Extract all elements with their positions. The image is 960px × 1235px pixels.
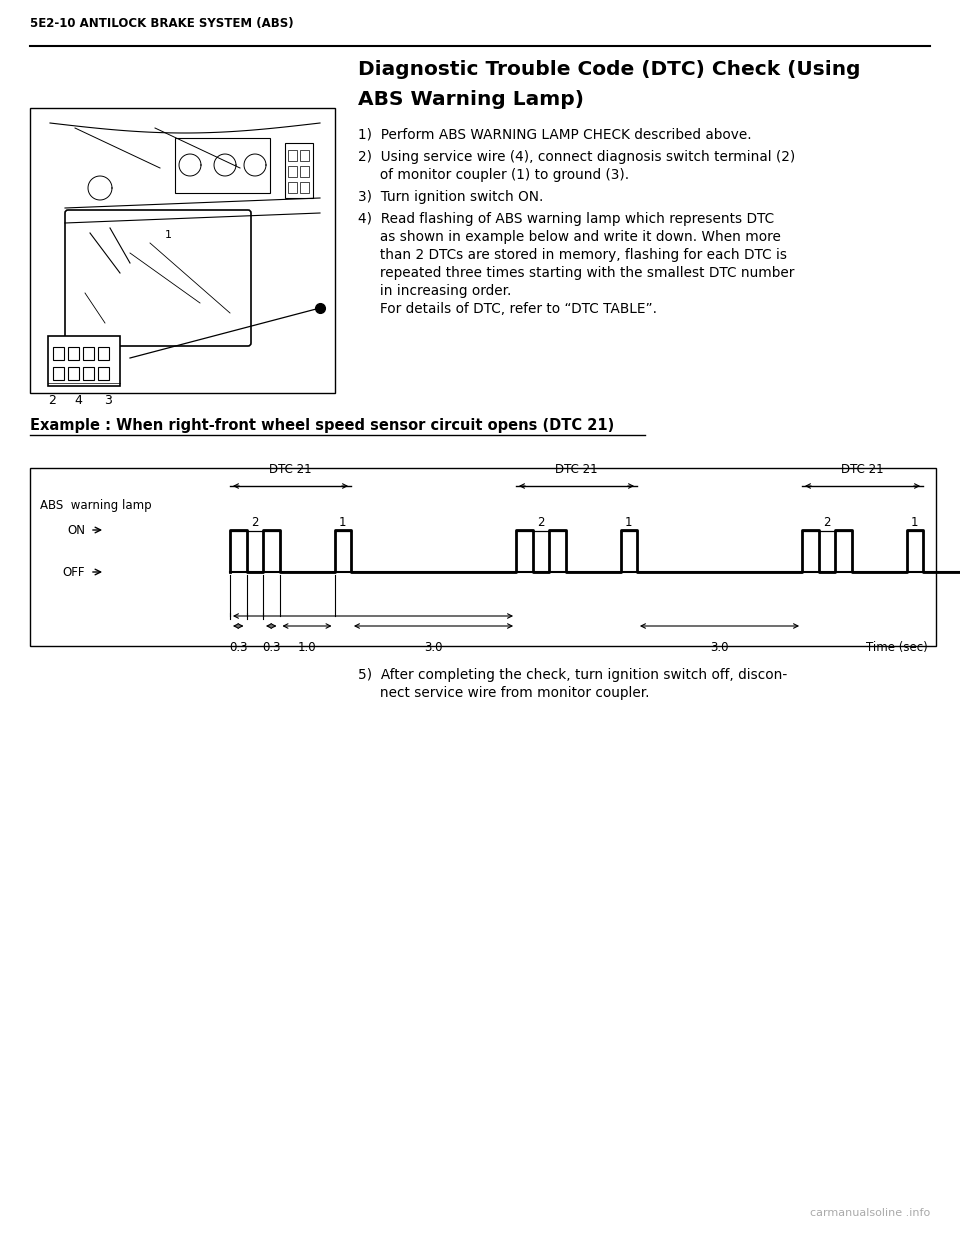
Text: 2: 2 xyxy=(823,516,830,530)
Text: 0.3: 0.3 xyxy=(262,641,280,655)
FancyBboxPatch shape xyxy=(48,336,120,387)
Text: Time (sec): Time (sec) xyxy=(866,641,928,655)
Text: 1: 1 xyxy=(164,230,172,240)
FancyBboxPatch shape xyxy=(300,182,309,193)
Text: ABS Warning Lamp): ABS Warning Lamp) xyxy=(358,90,584,109)
FancyBboxPatch shape xyxy=(65,210,251,346)
Text: DTC 21: DTC 21 xyxy=(841,463,884,475)
FancyBboxPatch shape xyxy=(300,165,309,177)
Text: than 2 DTCs are stored in memory, flashing for each DTC is: than 2 DTCs are stored in memory, flashi… xyxy=(358,248,787,262)
Text: 1)  Perform ABS WARNING LAMP CHECK described above.: 1) Perform ABS WARNING LAMP CHECK descri… xyxy=(358,128,752,142)
Text: DTC 21: DTC 21 xyxy=(555,463,598,475)
Text: 2: 2 xyxy=(48,394,56,406)
FancyBboxPatch shape xyxy=(30,468,936,646)
Text: in increasing order.: in increasing order. xyxy=(358,284,512,298)
FancyBboxPatch shape xyxy=(68,367,79,380)
FancyBboxPatch shape xyxy=(30,107,335,393)
Text: Diagnostic Trouble Code (DTC) Check (Using: Diagnostic Trouble Code (DTC) Check (Usi… xyxy=(358,61,860,79)
Text: of monitor coupler (1) to ground (3).: of monitor coupler (1) to ground (3). xyxy=(358,168,629,182)
FancyBboxPatch shape xyxy=(288,182,297,193)
Text: 2: 2 xyxy=(537,516,544,530)
Text: 1: 1 xyxy=(625,516,633,530)
Text: 2: 2 xyxy=(251,516,258,530)
FancyBboxPatch shape xyxy=(175,138,270,193)
Text: 0.3: 0.3 xyxy=(229,641,248,655)
Text: 3.0: 3.0 xyxy=(710,641,729,655)
Text: ABS  warning lamp: ABS warning lamp xyxy=(40,499,152,513)
FancyBboxPatch shape xyxy=(53,347,64,359)
Text: 5)  After completing the check, turn ignition switch off, discon-: 5) After completing the check, turn igni… xyxy=(358,668,787,682)
FancyBboxPatch shape xyxy=(288,149,297,161)
Text: 1: 1 xyxy=(911,516,919,530)
Text: Example : When right-front wheel speed sensor circuit opens (DTC 21): Example : When right-front wheel speed s… xyxy=(30,417,614,433)
Text: 4)  Read flashing of ABS warning lamp which represents DTC: 4) Read flashing of ABS warning lamp whi… xyxy=(358,212,774,226)
Text: 1: 1 xyxy=(339,516,347,530)
FancyBboxPatch shape xyxy=(288,165,297,177)
FancyBboxPatch shape xyxy=(98,347,109,359)
FancyBboxPatch shape xyxy=(83,347,94,359)
FancyBboxPatch shape xyxy=(83,367,94,380)
Text: nect service wire from monitor coupler.: nect service wire from monitor coupler. xyxy=(358,685,650,700)
FancyBboxPatch shape xyxy=(98,367,109,380)
Text: DTC 21: DTC 21 xyxy=(269,463,312,475)
FancyBboxPatch shape xyxy=(285,143,313,198)
FancyBboxPatch shape xyxy=(53,367,64,380)
Text: 3: 3 xyxy=(104,394,112,406)
Text: OFF: OFF xyxy=(62,566,85,578)
Text: 3)  Turn ignition switch ON.: 3) Turn ignition switch ON. xyxy=(358,190,543,204)
Text: as shown in example below and write it down. When more: as shown in example below and write it d… xyxy=(358,230,780,245)
Text: 4: 4 xyxy=(74,394,82,406)
Text: 3.0: 3.0 xyxy=(424,641,443,655)
Text: 5E2-10 ANTILOCK BRAKE SYSTEM (ABS): 5E2-10 ANTILOCK BRAKE SYSTEM (ABS) xyxy=(30,17,294,30)
Text: 2)  Using service wire (4), connect diagnosis switch terminal (2): 2) Using service wire (4), connect diagn… xyxy=(358,149,795,164)
Text: For details of DTC, refer to “DTC TABLE”.: For details of DTC, refer to “DTC TABLE”… xyxy=(358,303,657,316)
FancyBboxPatch shape xyxy=(68,347,79,359)
Text: ON: ON xyxy=(67,524,85,536)
Text: repeated three times starting with the smallest DTC number: repeated three times starting with the s… xyxy=(358,266,794,280)
FancyBboxPatch shape xyxy=(300,149,309,161)
Text: 1.0: 1.0 xyxy=(298,641,316,655)
Text: carmanualsoline .info: carmanualsoline .info xyxy=(809,1208,930,1218)
